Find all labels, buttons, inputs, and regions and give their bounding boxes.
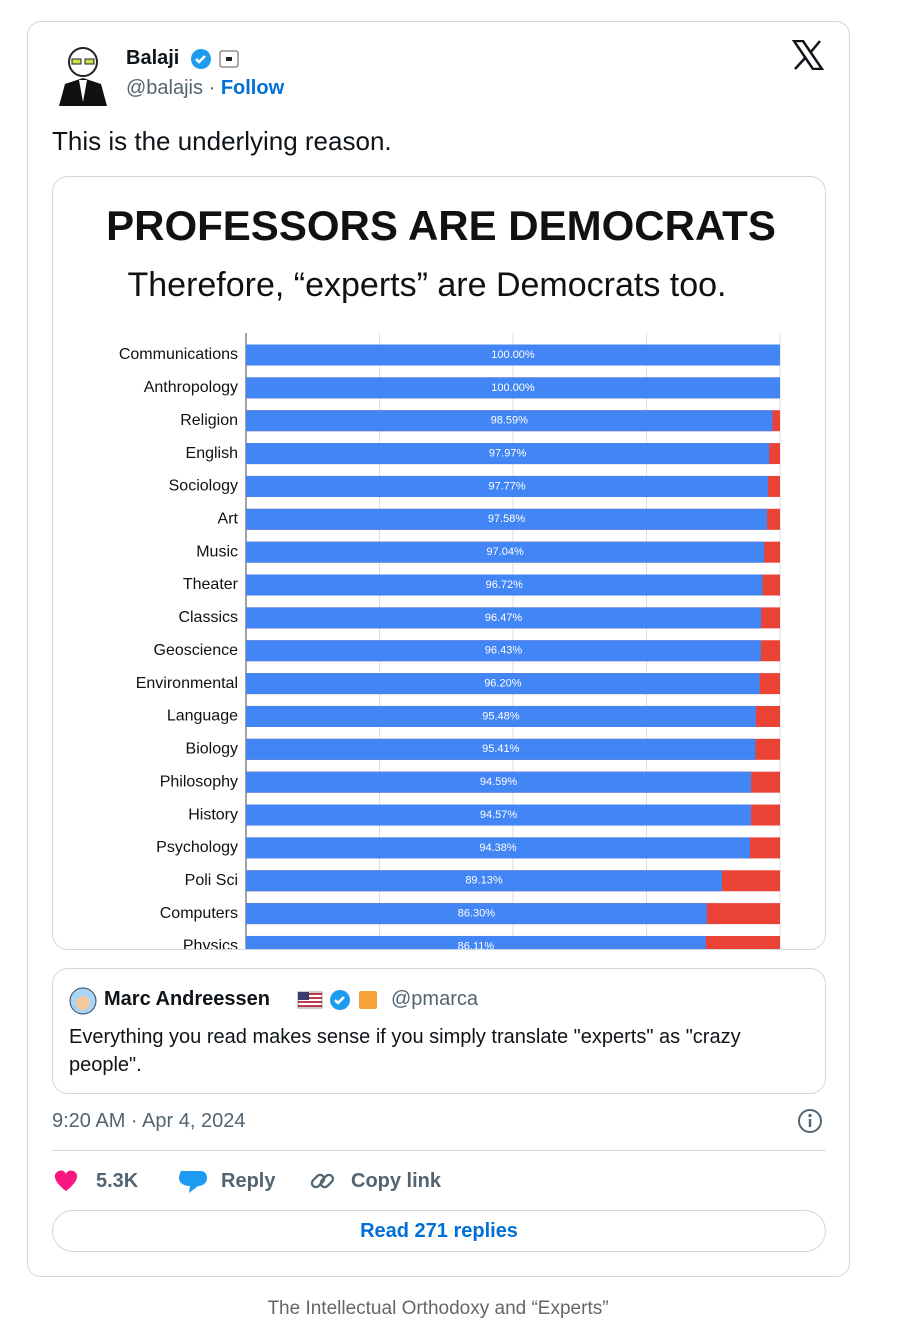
value-label: 100.00% (491, 349, 535, 361)
follow-button[interactable]: Follow (220, 77, 285, 99)
tweet-card (27, 21, 850, 1277)
value-label: 95.41% (482, 743, 520, 755)
category-label: Classics (178, 609, 238, 626)
reply-button[interactable]: Reply (221, 1170, 276, 1192)
bar (246, 935, 706, 949)
category-label: Biology (186, 741, 238, 758)
action-icons (54, 1170, 335, 1193)
handle: @balajis (126, 77, 204, 99)
category-label: Psychology (156, 839, 238, 856)
chart-subtitle: Therefore, “experts” are Democrats too. (127, 266, 726, 304)
timestamp[interactable]: 9:20 AM · Apr 4, 2024 (52, 1110, 246, 1132)
value-label: 86.11% (458, 940, 495, 949)
bar (246, 903, 707, 925)
quote-avatar (69, 987, 97, 1015)
category-label: Sociology (169, 478, 238, 495)
quote-text: Everything you read makes sense if you s… (69, 1026, 741, 1076)
read-replies-button[interactable]: Read 271 replies (52, 1210, 826, 1252)
value-label: 94.57% (480, 809, 518, 821)
value-label: 96.43% (485, 645, 523, 657)
value-label: 94.38% (479, 842, 517, 854)
category-label: History (188, 806, 238, 823)
copy-link-button[interactable]: Copy link (351, 1170, 442, 1192)
category-label: Geoscience (154, 642, 239, 659)
quote-handle: @pmarca (391, 988, 478, 1010)
value-label: 89.13% (465, 875, 503, 887)
bar (246, 870, 722, 892)
separator: · (208, 77, 216, 99)
value-label: 96.47% (485, 612, 523, 624)
category-label: Physics (183, 938, 238, 949)
category-label: Music (196, 543, 238, 560)
author-name[interactable]: Balaji (126, 47, 180, 69)
divider (52, 1150, 826, 1151)
bar (246, 344, 780, 366)
x-logo[interactable] (792, 40, 824, 70)
category-label: Environmental (136, 675, 238, 692)
chart: PROFESSORS ARE DEMOCRATS Therefore, “exp… (106, 202, 781, 949)
bar (246, 640, 761, 662)
value-label: 98.59% (491, 415, 529, 427)
bar (246, 673, 760, 695)
category-label: Communications (119, 346, 238, 363)
value-label: 97.04% (486, 546, 524, 558)
category-label: Theater (183, 576, 239, 593)
badges (191, 49, 239, 69)
category-label: Art (218, 511, 239, 528)
category-label: Religion (180, 412, 238, 429)
bar (246, 804, 752, 826)
value-label: 97.77% (488, 480, 526, 492)
category-label: Language (167, 708, 238, 725)
quote-author: Marc Andreessen (104, 988, 270, 1010)
category-label: English (186, 445, 238, 462)
value-label: 86.30% (458, 908, 496, 920)
bar (246, 475, 769, 497)
value-label: 97.58% (488, 513, 526, 525)
bar (246, 443, 770, 465)
value-label: 97.97% (489, 447, 527, 459)
bar (246, 410, 773, 432)
bar (246, 541, 765, 563)
value-label: 96.20% (484, 678, 522, 690)
avatar[interactable] (55, 40, 111, 106)
bar (246, 837, 750, 859)
like-count[interactable]: 5.3K (96, 1170, 139, 1192)
chart-image[interactable]: PROFESSORS ARE DEMOCRATS Therefore, “exp… (52, 176, 826, 950)
bar (246, 607, 762, 629)
quote-badges (297, 990, 377, 1010)
bar (246, 377, 780, 399)
bar (246, 574, 763, 596)
value-label: 95.48% (482, 710, 520, 722)
caption: The Intellectual Orthodoxy and “Experts” (267, 1298, 609, 1319)
category-label: Poli Sci (185, 872, 238, 889)
info-icon[interactable] (796, 1107, 824, 1135)
value-label: 96.72% (486, 579, 524, 591)
value-label: 94.59% (480, 776, 518, 788)
value-label: 100.00% (491, 382, 535, 394)
chart-title: PROFESSORS ARE DEMOCRATS (106, 202, 776, 249)
bar (246, 508, 768, 530)
bar (246, 705, 756, 727)
quoted-tweet[interactable] (52, 968, 826, 1094)
author-handle: @balajis · Follow (126, 77, 284, 100)
category-label: Anthropology (144, 379, 238, 396)
bar (246, 738, 756, 760)
bar (246, 771, 752, 793)
category-label: Philosophy (160, 773, 238, 790)
tweet-text: This is the underlying reason. (52, 126, 392, 156)
category-label: Computers (160, 905, 238, 922)
